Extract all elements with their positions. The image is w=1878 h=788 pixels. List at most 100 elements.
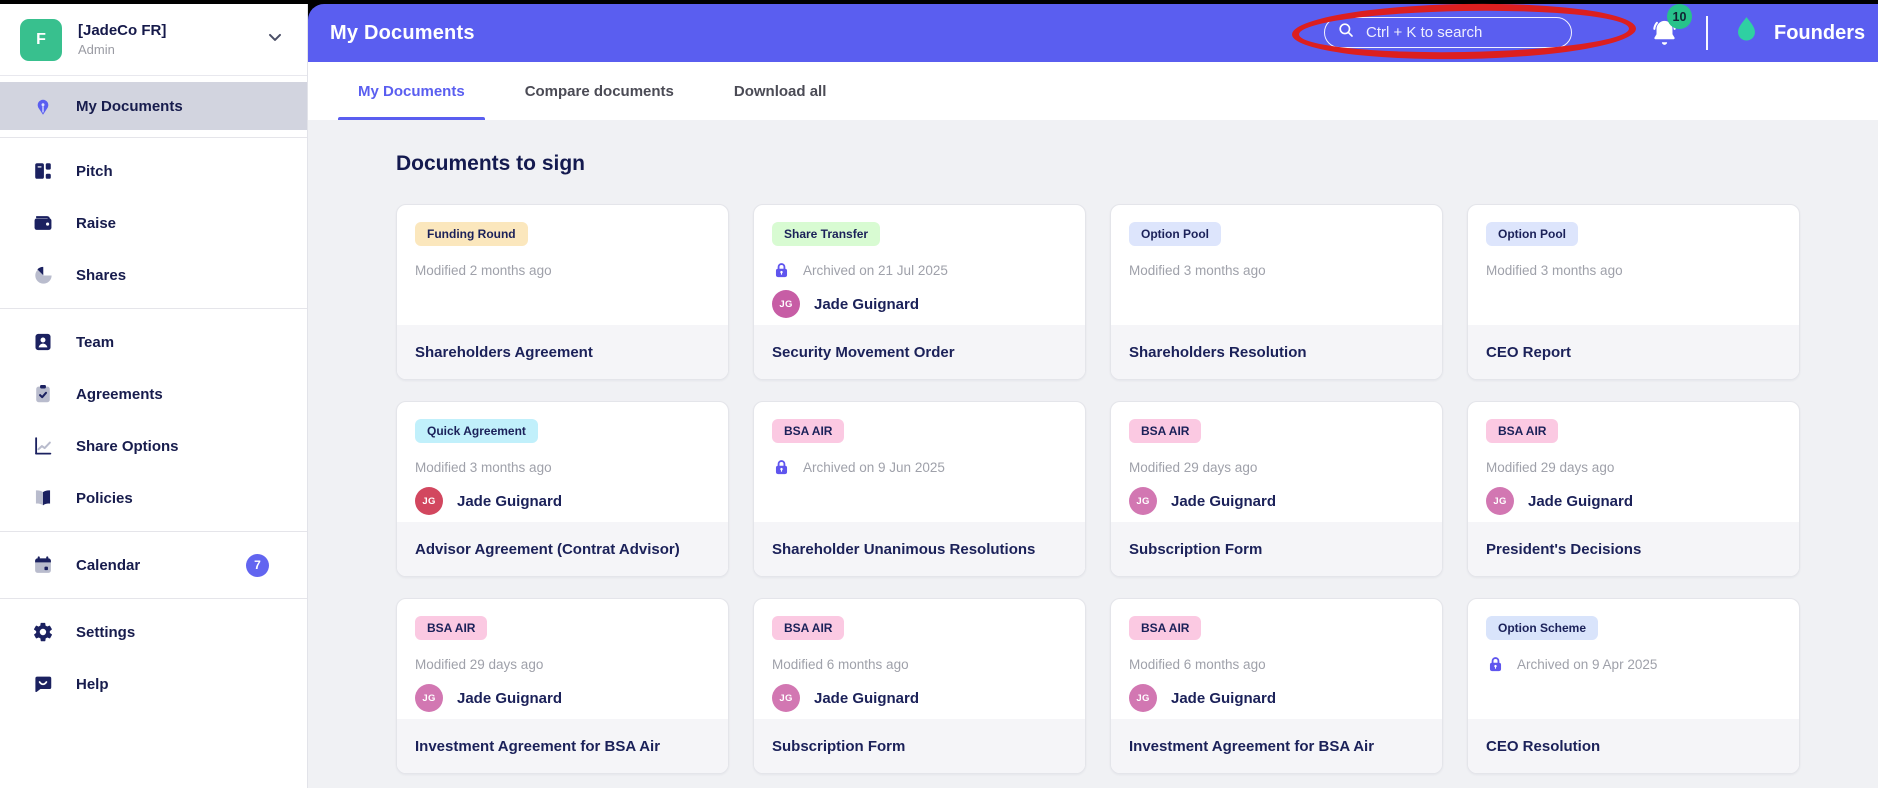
sidebar-divider: [0, 531, 307, 532]
company-role: Admin: [78, 42, 115, 57]
owner-avatar: JG: [1129, 684, 1157, 712]
document-card[interactable]: BSA AIR Archived on 9 Jun 2025 Sharehold…: [753, 401, 1086, 577]
sidebar-item-agreements[interactable]: Agreements: [0, 368, 307, 420]
sidebar-item-shares[interactable]: Shares: [0, 249, 307, 301]
card-meta-text: Archived on 9 Apr 2025: [1517, 656, 1658, 672]
search-placeholder: Ctrl + K to search: [1366, 24, 1483, 41]
company-switcher[interactable]: F [JadeCo FR] Admin: [0, 4, 307, 76]
sidebar-divider: [0, 137, 307, 138]
header-divider: [1706, 16, 1708, 50]
account-menu[interactable]: Founders: [1732, 4, 1878, 62]
owner-name: Jade Guignard: [814, 689, 920, 707]
owner-name: Jade Guignard: [1171, 492, 1277, 510]
document-title: President's Decisions: [1486, 540, 1642, 558]
document-title: CEO Resolution: [1486, 737, 1601, 755]
sidebar-item-team[interactable]: Team: [0, 316, 307, 368]
card-meta-text: Modified 3 months ago: [1486, 262, 1623, 278]
pitch-deck-icon: [32, 160, 54, 182]
document-card[interactable]: Quick Agreement Modified 3 months ago JG…: [396, 401, 729, 577]
tab-bar: My Documents Compare documents Download al…: [308, 62, 1878, 120]
card-meta-text: Modified 3 months ago: [1129, 262, 1266, 278]
document-card[interactable]: BSA AIR Modified 6 months ago JG Jade Gu…: [1110, 598, 1443, 774]
chat-bubble-icon: [32, 673, 54, 695]
document-type-tag: BSA AIR: [772, 419, 845, 443]
sidebar-item-help[interactable]: Help: [0, 658, 307, 710]
droplet-logo-icon: [1732, 15, 1761, 52]
document-card[interactable]: Option Pool Modified 3 months ago CEO Re…: [1467, 204, 1800, 380]
document-type-tag: Option Pool: [1129, 222, 1221, 246]
document-title: CEO Report: [1486, 343, 1572, 361]
card-meta-text: Modified 29 days ago: [1129, 459, 1258, 475]
document-title: Security Movement Order: [772, 343, 955, 361]
line-chart-icon: [32, 435, 54, 457]
owner-name: Jade Guignard: [814, 295, 920, 313]
calendar-icon: [32, 554, 54, 576]
owner-row: JG Jade Guignard: [415, 487, 710, 515]
document-type-tag: Option Pool: [1486, 222, 1578, 246]
card-meta-text: Modified 6 months ago: [772, 656, 909, 672]
tab-download-all[interactable]: Download all: [733, 82, 827, 100]
chevron-down-icon[interactable]: [265, 27, 285, 52]
tab-compare-documents[interactable]: Compare documents: [524, 82, 674, 100]
document-title: Investment Agreement for BSA Air: [1129, 737, 1375, 755]
top-bar: My Documents Ctrl + K to search: [308, 1, 1878, 62]
document-card[interactable]: Funding Round Modified 2 months ago Shar…: [396, 204, 729, 380]
owner-row: JG Jade Guignard: [772, 290, 1067, 318]
header-backdrop: My Documents Ctrl + K to search: [308, 1, 1878, 62]
search-icon: [1337, 21, 1355, 44]
owner-name: Jade Guignard: [1528, 492, 1634, 510]
lock-icon: [772, 458, 791, 477]
document-title: Subscription Form: [1129, 540, 1263, 558]
wallet-icon: [32, 212, 54, 234]
sidebar-nav: My Documents Pitch Raise Shares Team Agr…: [0, 76, 307, 788]
document-type-tag: Funding Round: [415, 222, 528, 246]
document-type-tag: Option Scheme: [1486, 616, 1599, 640]
owner-row: JG Jade Guignard: [415, 684, 710, 712]
sidebar-divider: [0, 308, 307, 309]
sidebar-item-settings[interactable]: Settings: [0, 606, 307, 658]
owner-avatar: JG: [1129, 487, 1157, 515]
document-title: Shareholder Unanimous Resolutions: [772, 540, 1036, 558]
owner-name: Jade Guignard: [457, 492, 563, 510]
owner-name: Jade Guignard: [457, 689, 563, 707]
page-title: My Documents: [330, 21, 475, 44]
owner-name: Jade Guignard: [1171, 689, 1277, 707]
sidebar-item-share-options[interactable]: Share Options: [0, 420, 307, 472]
search-input[interactable]: Ctrl + K to search: [1324, 17, 1572, 48]
document-type-tag: Share Transfer: [772, 222, 881, 246]
notification-count-badge: 10: [1667, 4, 1692, 29]
notifications-button[interactable]: 10: [1648, 4, 1692, 52]
document-card[interactable]: BSA AIR Modified 6 months ago JG Jade Gu…: [753, 598, 1086, 774]
sidebar-item-pitch[interactable]: Pitch: [0, 145, 307, 197]
section-title: Documents to sign: [396, 152, 586, 175]
owner-row: JG Jade Guignard: [1129, 487, 1424, 515]
calendar-count-badge: 7: [246, 553, 269, 577]
tab-my-documents[interactable]: My Documents: [338, 62, 485, 120]
sidebar-item-calendar[interactable]: Calendar 7: [0, 539, 307, 591]
owner-avatar: JG: [772, 684, 800, 712]
document-type-tag: BSA AIR: [415, 616, 488, 640]
document-title: Investment Agreement for BSA Air: [415, 737, 661, 755]
document-card[interactable]: Option Pool Modified 3 months ago Shareh…: [1110, 204, 1443, 380]
pen-nib-icon: [32, 95, 54, 117]
card-meta-text: Modified 3 months ago: [415, 459, 552, 475]
owner-avatar: JG: [415, 684, 443, 712]
book-icon: [32, 487, 54, 509]
document-card[interactable]: BSA AIR Modified 29 days ago JG Jade Gui…: [396, 598, 729, 774]
document-card[interactable]: Option Scheme Archived on 9 Apr 2025 CEO…: [1467, 598, 1800, 774]
sidebar-item-my-documents[interactable]: My Documents: [0, 82, 307, 130]
owner-avatar: JG: [415, 487, 443, 515]
lock-icon: [772, 261, 791, 280]
company-name: [JadeCo FR]: [78, 22, 167, 39]
card-meta-text: Modified 6 months ago: [1129, 656, 1266, 672]
document-card[interactable]: BSA AIR Modified 29 days ago JG Jade Gui…: [1110, 401, 1443, 577]
main-area: My Documents Ctrl + K to search: [308, 1, 1878, 788]
document-type-tag: BSA AIR: [1129, 616, 1202, 640]
sidebar-item-raise[interactable]: Raise: [0, 197, 307, 249]
document-card[interactable]: BSA AIR Modified 29 days ago JG Jade Gui…: [1467, 401, 1800, 577]
document-card[interactable]: Share Transfer Archived on 21 Jul 2025 J…: [753, 204, 1086, 380]
sidebar-item-policies[interactable]: Policies: [0, 472, 307, 524]
gear-icon: [32, 621, 54, 643]
documents-grid: Funding Round Modified 2 months ago Shar…: [396, 204, 1878, 774]
person-badge-icon: [32, 331, 54, 353]
